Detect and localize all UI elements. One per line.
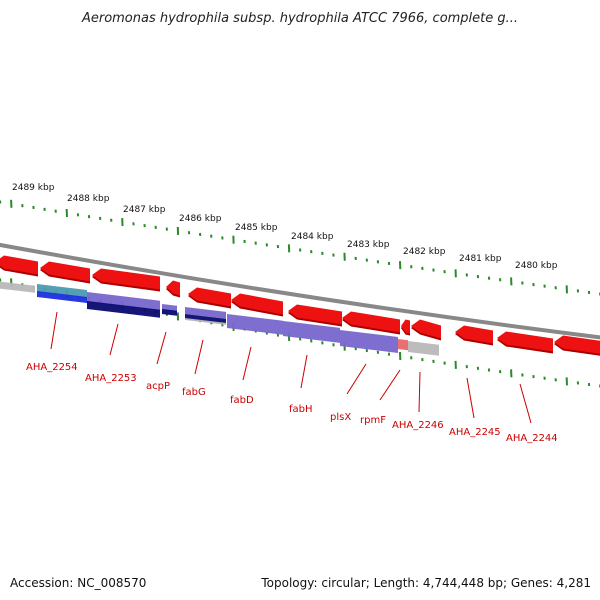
feature-band (37, 291, 87, 303)
gene-arrow[interactable] (455, 325, 493, 344)
scale-label: 2487 kbp (123, 205, 166, 215)
gene-label-plsx[interactable]: plsX (330, 412, 351, 423)
gene-label-fabd[interactable]: fabD (230, 395, 254, 406)
gene-arrow[interactable] (288, 304, 342, 325)
feature-band-track (0, 281, 439, 356)
callout-line (519, 383, 532, 424)
feature-band (185, 307, 226, 319)
gene-arrow[interactable] (231, 293, 283, 315)
gene-track (0, 255, 600, 356)
feature-band (87, 301, 160, 318)
feature-band (87, 292, 160, 311)
gene-label-aha-2246[interactable]: AHA_2246 (392, 420, 444, 431)
callout-line (242, 346, 252, 381)
gene-label-aha-2253[interactable]: AHA_2253 (85, 373, 137, 384)
gene-arrow[interactable] (411, 319, 441, 339)
gene-arrow[interactable] (401, 319, 410, 334)
feature-band (408, 341, 439, 356)
gene-arrow[interactable] (554, 335, 600, 355)
feature-band (283, 321, 340, 343)
scale-label: 2480 kbp (515, 261, 558, 271)
gene-label-aha-2254[interactable]: AHA_2254 (26, 362, 78, 373)
gene-label-aha-2244[interactable]: AHA_2244 (506, 433, 558, 444)
gene-arrow[interactable] (92, 268, 160, 290)
feature-band (162, 309, 177, 316)
scale-ticks-outer (0, 199, 600, 296)
gene-label-fabh[interactable]: fabH (289, 404, 313, 415)
scale-label: 2484 kbp (291, 232, 334, 242)
callout-line (346, 363, 367, 395)
feature-band (398, 339, 408, 351)
callout-line (156, 331, 167, 365)
scale-label: 2483 kbp (347, 240, 390, 250)
feature-band (185, 318, 226, 325)
gene-label-fabg[interactable]: fabG (182, 387, 206, 398)
callout-line (418, 371, 421, 413)
callout-line (379, 369, 401, 401)
gene-label-rpmf[interactable]: rpmF (360, 415, 386, 426)
gene-arrow[interactable] (40, 261, 90, 282)
gene-callouts: AHA_2254 AHA_2253 acpP fabG fabD fabH plsX rpmF… (26, 311, 558, 444)
callout-line (194, 339, 204, 375)
scale-label: 2485 kbp (235, 223, 278, 233)
map-title: Aeromonas hydrophila subsp. hydrophila A… (81, 11, 518, 26)
scale-label: 2482 kbp (403, 247, 446, 257)
feature-band (37, 284, 87, 298)
gene-label-acpp[interactable]: acpP (146, 381, 170, 392)
scale-label: 2486 kbp (179, 214, 222, 224)
gene-arrow[interactable] (497, 331, 553, 352)
feature-band (0, 281, 35, 293)
callout-line (50, 311, 58, 350)
scale-labels: 2489 kbp 2488 kbp 2487 kbp 2486 kbp 2485 kbp… (12, 183, 558, 271)
gene-arrow[interactable] (188, 287, 231, 307)
callout-line (300, 354, 308, 389)
topology-text: Topology: circular; Length: 4,744,448 bp… (260, 576, 591, 590)
feature-band (185, 314, 226, 324)
scale-label: 2481 kbp (459, 254, 502, 264)
gene-arrow[interactable] (166, 280, 180, 296)
callout-line (466, 377, 475, 419)
feature-band (227, 314, 283, 335)
feature-band (340, 330, 398, 353)
genome-backbone (0, 242, 600, 340)
gene-label-aha-2245[interactable]: AHA_2245 (449, 427, 501, 438)
scale-label: 2489 kbp (12, 183, 55, 193)
gene-arrow[interactable] (342, 311, 400, 333)
gene-arrow[interactable] (0, 255, 38, 275)
scale-label: 2488 kbp (67, 194, 110, 204)
callout-line (109, 323, 119, 356)
accession-text: Accession: NC_008570 (10, 576, 146, 590)
